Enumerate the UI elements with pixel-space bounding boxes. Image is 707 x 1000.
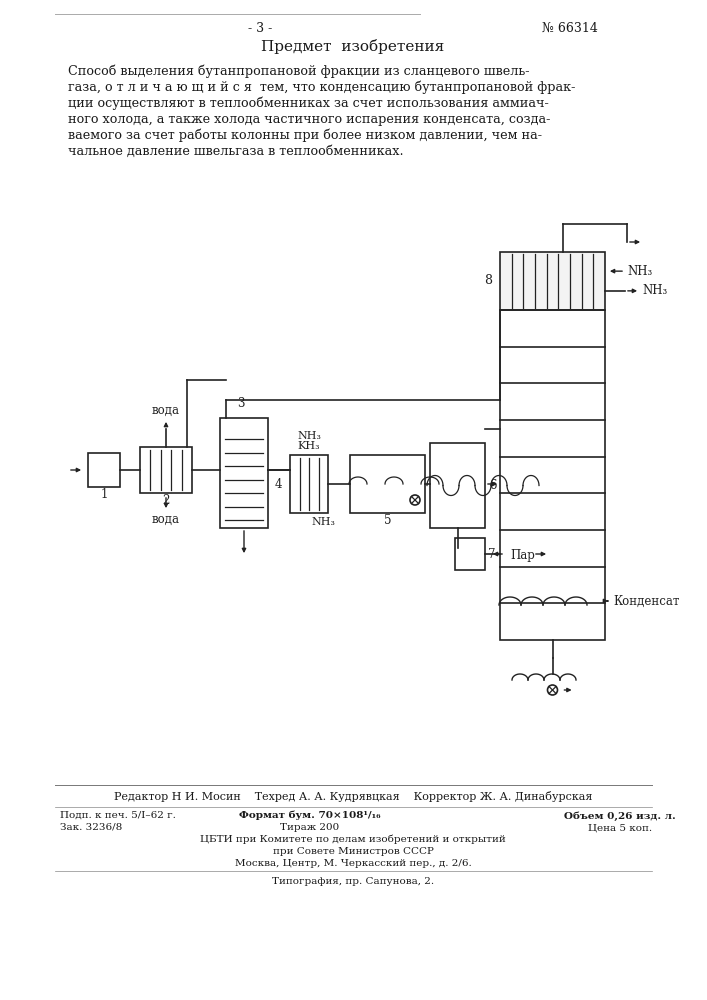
Bar — [500, 252, 605, 310]
Text: ции осуществляют в теплообменниках за счет использования аммиач-: ции осуществляют в теплообменниках за сч… — [68, 97, 549, 110]
Text: 7: 7 — [488, 548, 496, 560]
Text: Формат бум. 70×108¹/₁₆: Формат бум. 70×108¹/₁₆ — [239, 811, 381, 820]
Text: Предмет  изобретения: Предмет изобретения — [262, 39, 445, 54]
Text: 8: 8 — [484, 274, 492, 288]
Text: 2: 2 — [163, 494, 170, 508]
Bar — [350, 455, 425, 513]
Text: вода: вода — [152, 404, 180, 417]
Text: Объем 0,26 изд. л.: Объем 0,26 изд. л. — [564, 811, 676, 821]
Text: 5: 5 — [384, 514, 391, 528]
Bar — [430, 443, 485, 528]
Text: 3: 3 — [238, 397, 245, 410]
Text: NH₃: NH₃ — [627, 265, 653, 278]
Bar — [290, 455, 328, 513]
Text: Тираж 200: Тираж 200 — [281, 823, 339, 832]
Text: NH₃: NH₃ — [297, 431, 321, 441]
Text: KH₃: KH₃ — [298, 441, 320, 451]
Text: ЦБТИ при Комитете по делам изобретений и открытий: ЦБТИ при Комитете по делам изобретений и… — [200, 835, 506, 844]
Bar — [500, 252, 605, 310]
Bar — [455, 538, 485, 570]
Text: 1: 1 — [100, 488, 107, 502]
Bar — [500, 310, 605, 640]
Text: 6: 6 — [489, 479, 496, 492]
Text: Типография, пр. Сапунова, 2.: Типография, пр. Сапунова, 2. — [272, 877, 434, 886]
Text: при Совете Министров СССР: при Совете Министров СССР — [273, 847, 433, 856]
Text: NH₃: NH₃ — [311, 517, 335, 527]
Text: Редактор Н И. Мосин    Техред А. А. Кудрявцкая    Корректор Ж. А. Динабурская: Редактор Н И. Мосин Техред А. А. Кудрявц… — [114, 791, 592, 802]
Bar — [220, 418, 268, 528]
Text: Подп. к печ. 5/I–62 г.: Подп. к печ. 5/I–62 г. — [60, 811, 176, 820]
Text: Конденсат: Конденсат — [613, 594, 679, 607]
Text: Способ выделения бутанпропановой фракции из сланцевого швель-: Способ выделения бутанпропановой фракции… — [68, 65, 530, 79]
Text: Москва, Центр, М. Черкасский пер., д. 2/6.: Москва, Центр, М. Черкасский пер., д. 2/… — [235, 859, 472, 868]
Text: № 66314: № 66314 — [542, 21, 598, 34]
Text: NH₃: NH₃ — [642, 284, 667, 297]
Text: чальное давление швельгаза в теплообменниках.: чальное давление швельгаза в теплообменн… — [68, 145, 404, 158]
Text: газа, о т л и ч а ю щ и й с я  тем, что конденсацию бутанпропановой фрак-: газа, о т л и ч а ю щ и й с я тем, что к… — [68, 81, 575, 95]
Text: ного холода, а также холода частичного испарения конденсата, созда-: ного холода, а также холода частичного и… — [68, 113, 550, 126]
Text: - 3 -: - 3 - — [248, 21, 272, 34]
Bar — [140, 447, 192, 493]
Text: Зак. 3236/8: Зак. 3236/8 — [60, 823, 122, 832]
Text: 4: 4 — [274, 478, 282, 490]
Text: ваемого за счет работы колонны при более низком давлении, чем на-: ваемого за счет работы колонны при более… — [68, 129, 542, 142]
Text: Пар: Пар — [510, 550, 535, 562]
Bar — [88, 453, 120, 487]
Text: вода: вода — [152, 513, 180, 526]
Text: Цена 5 коп.: Цена 5 коп. — [588, 823, 652, 832]
